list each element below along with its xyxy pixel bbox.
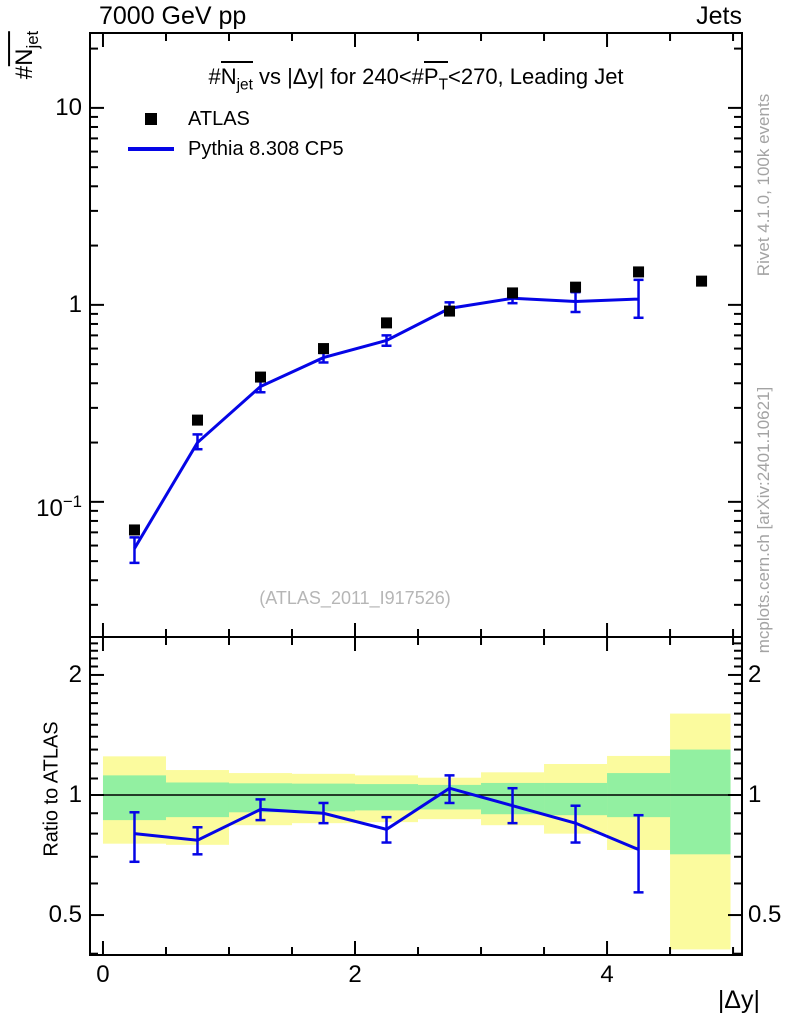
- main-y-tick-label: 10: [55, 93, 82, 121]
- analysis-group-label: Jets: [696, 2, 742, 30]
- x-tick-label: 4: [600, 961, 614, 988]
- atlas-square-icon: [126, 113, 176, 125]
- main-y-tick-label: 10−1: [36, 491, 82, 523]
- x-tick-label: 2: [348, 961, 362, 988]
- ratio-y-tick-label-left: 0.5: [48, 901, 82, 929]
- ratio-y-tick-label-left: 2: [68, 660, 82, 688]
- x-tick-label: 0: [96, 961, 110, 988]
- main-y-axis-title: #Njet: [8, 30, 43, 79]
- rivet-version-note: Rivet 4.1.0, 100k events: [754, 93, 773, 277]
- ratio-y-tick-label-right: 0.5: [748, 901, 782, 929]
- legend-item-atlas: ATLAS: [126, 104, 344, 134]
- x-axis-title: |Δy|: [717, 986, 760, 1014]
- ratio-y-tick-label-right: 1: [748, 781, 762, 808]
- main-y-tick-label: 1: [68, 290, 82, 318]
- beam-info: 7000 GeV pp: [99, 2, 247, 30]
- axis-ticks: [90, 33, 742, 955]
- ratio-curve: [129, 774, 644, 894]
- legend-item-pythia: Pythia 8.308 CP5: [126, 134, 344, 164]
- analysis-id-watermark: (ATLAS_2011_I917526): [259, 588, 451, 608]
- legend: ATLAS Pythia 8.308 CP5: [126, 104, 344, 164]
- ratio-y-tick-label-left: 1: [68, 781, 82, 808]
- legend-label-atlas: ATLAS: [188, 107, 250, 130]
- atlas-points: [128, 266, 708, 536]
- plot-title: #Njet vs |Δy| for 240<#PT<270, Leading J…: [90, 61, 742, 93]
- mcplots-attribution: mcplots.cern.ch [arXiv:2401.10621]: [754, 386, 773, 654]
- legend-label-pythia: Pythia 8.308 CP5: [188, 137, 344, 160]
- ratio-y-tick-label-right: 2: [748, 660, 762, 688]
- pythia-line-icon: [126, 147, 176, 151]
